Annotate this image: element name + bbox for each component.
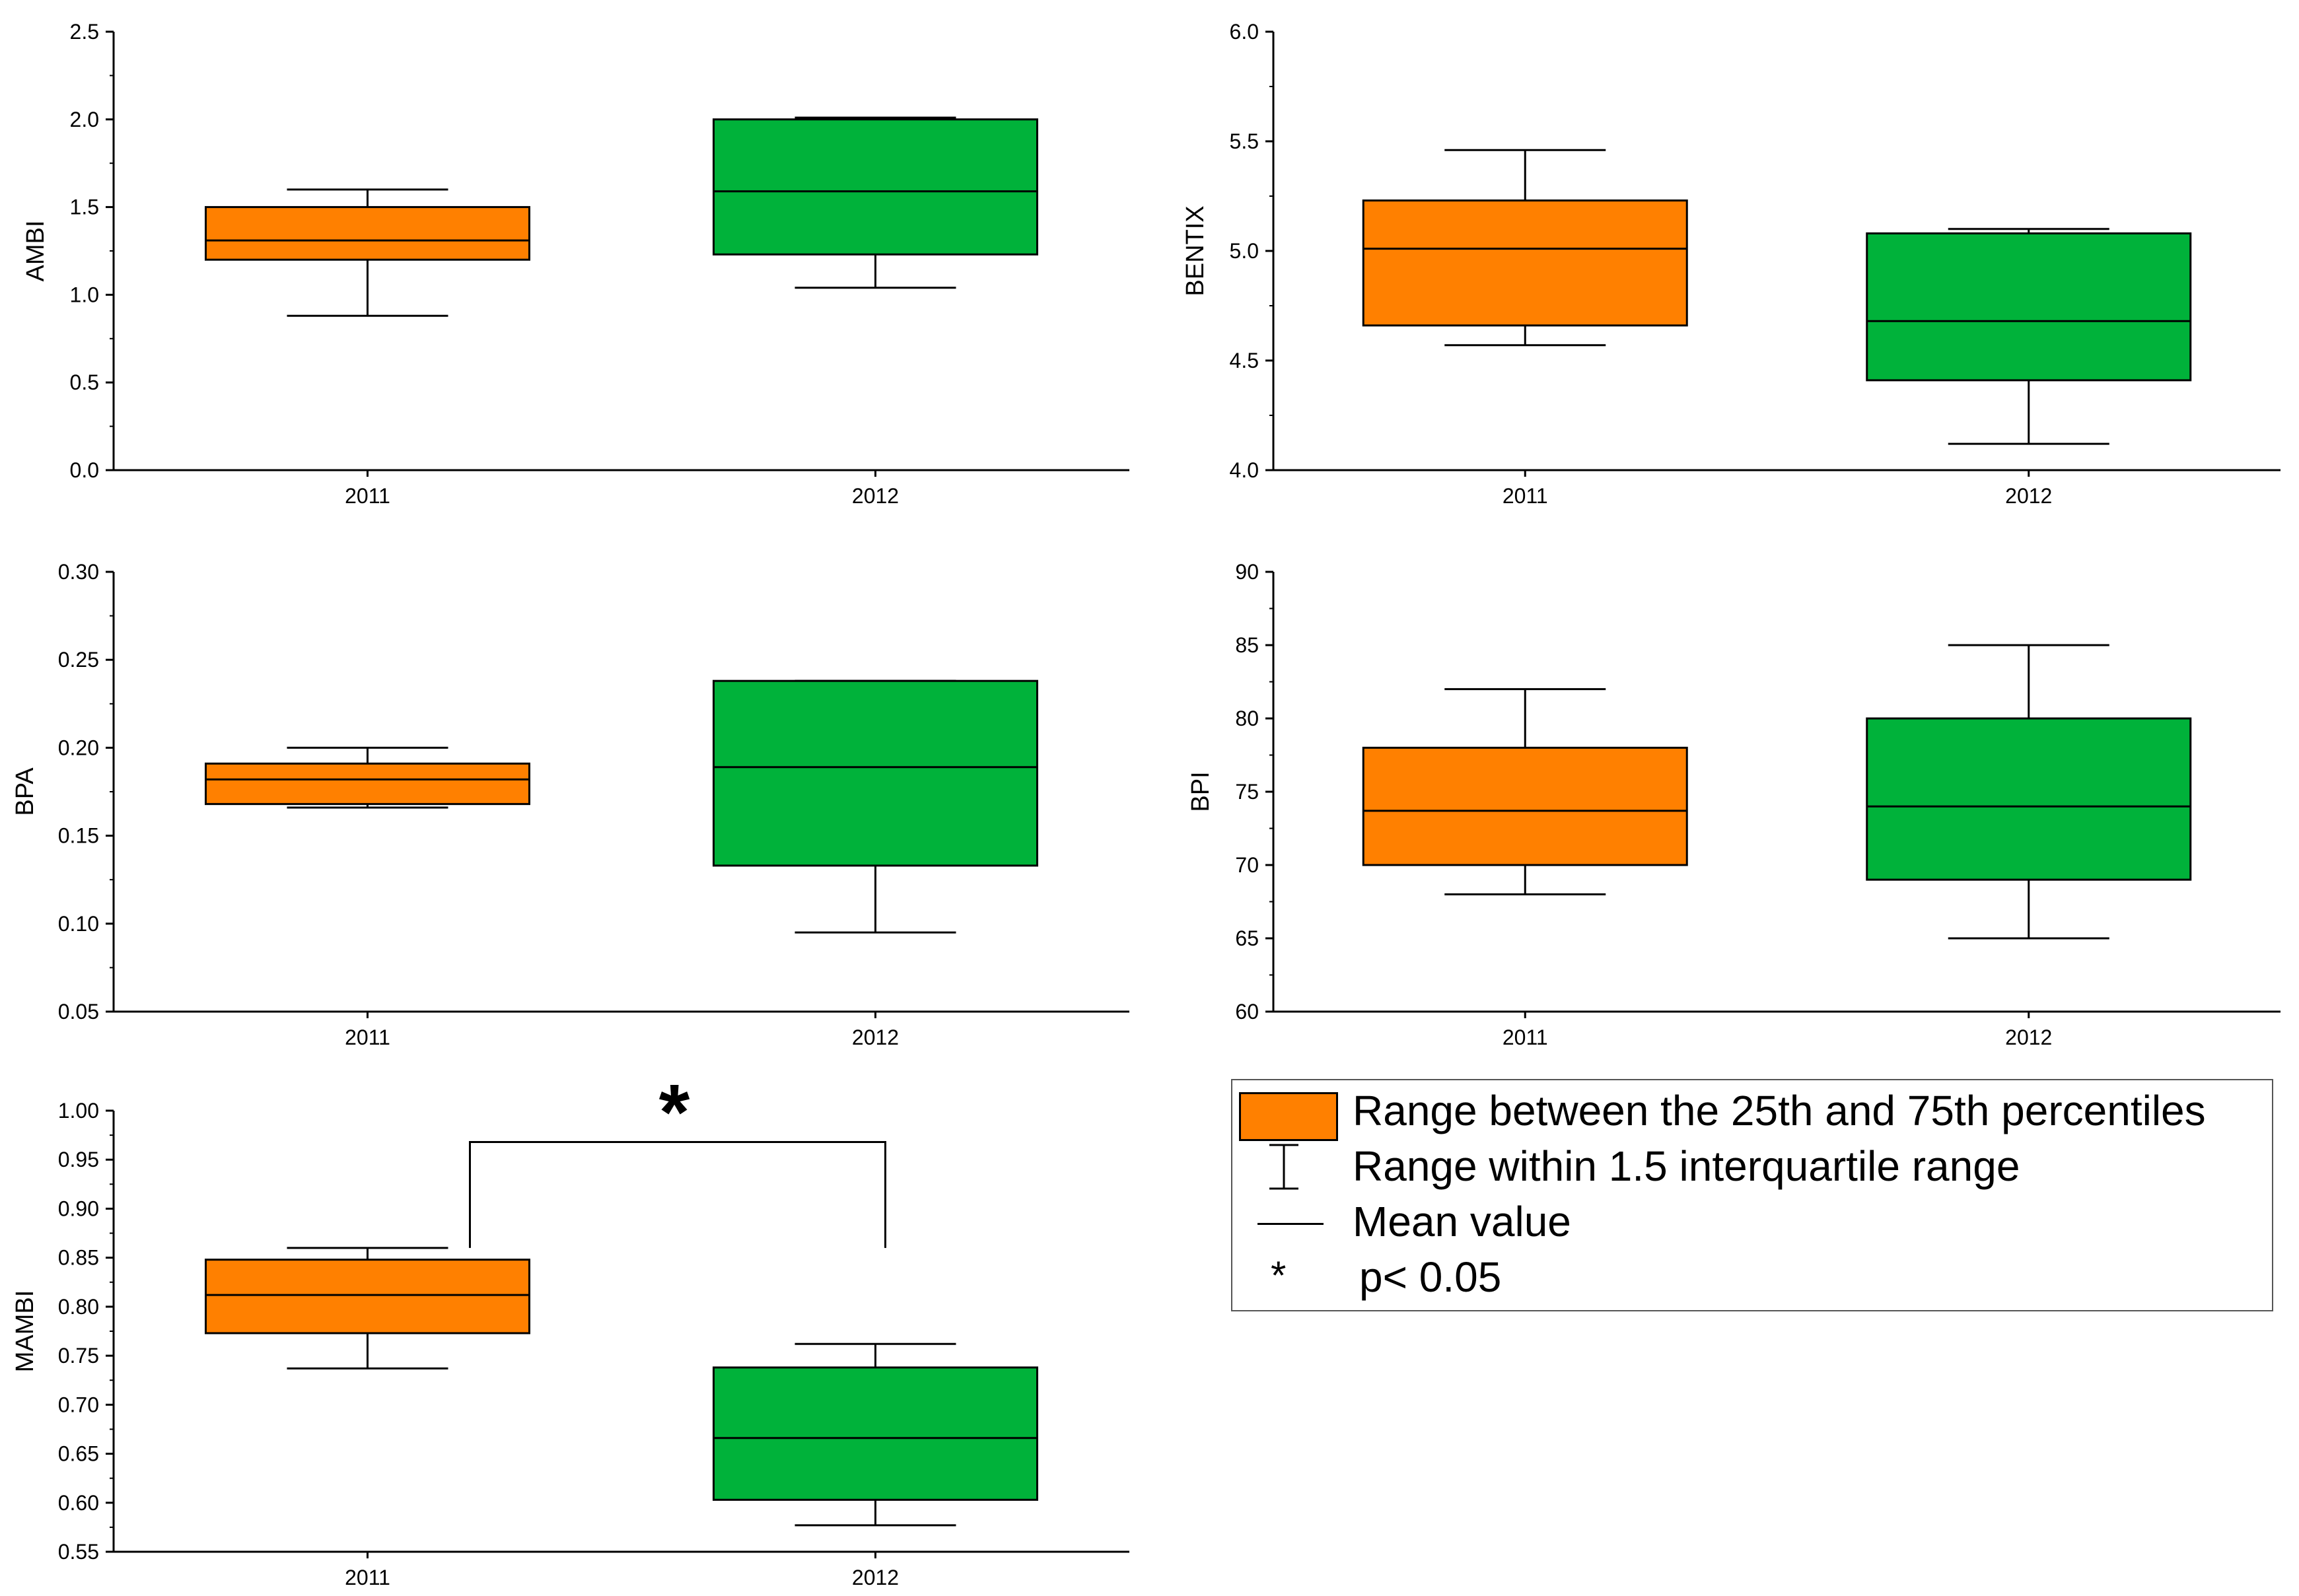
legend-row-whisker: Range within 1.5 interquartile range: [1232, 1138, 2272, 1194]
bpa-xtick-label: 2011: [345, 1025, 390, 1049]
mambi-xtick-label: 2011: [345, 1566, 390, 1589]
ambi-ytick-label: 2.0: [70, 108, 99, 131]
bpi-box-2012: [1866, 644, 2192, 940]
bpa-ytick-label: 0.05: [58, 1000, 99, 1024]
legend-mean-label: Mean value: [1353, 1198, 1571, 1245]
mambi-y-axis-label: MAMBI: [11, 1290, 39, 1373]
ambi-xtick-label: 2012: [852, 484, 899, 508]
iqr-box: [205, 762, 530, 806]
bentix-ytick-label: 6.0: [1230, 20, 1259, 44]
iqr-box: [1362, 199, 1688, 327]
ambi-ytick-label: 1.0: [70, 283, 99, 306]
mambi-ytick-label: 1.00: [58, 1099, 99, 1123]
bpa-ytick-label: 0.10: [58, 912, 99, 936]
chart-mambi: 0.55 0.60 0.65 0.70 0.75 0.80 0.85 0.90 0.95 1.00…: [11, 1068, 1129, 1589]
bpi-ytick-label: 80: [1235, 707, 1259, 730]
iqr-box: [1866, 232, 2192, 382]
iqr-box: [205, 1259, 530, 1335]
chart-ambi: 0.0 0.5 1.0 1.5 2.0 2.5 AMBI 2011 2012: [22, 20, 1129, 508]
bpi-ytick-label: 65: [1235, 926, 1259, 950]
mambi-xtick-label: 2012: [852, 1566, 899, 1589]
ambi-ytick-label: 0.0: [70, 458, 99, 482]
bpa-box-2012: [713, 679, 1038, 934]
bpa-box-2011: [205, 746, 530, 809]
bentix-xtick-label: 2012: [2005, 484, 2052, 508]
chart-bpa: 0.05 0.10 0.15 0.20 0.25 0.30 BPA 2011 2012: [11, 560, 1129, 1049]
mambi-box-2012: [713, 1342, 1038, 1527]
ambi-y-axis-label: AMBI: [22, 221, 50, 282]
legend-star-symbol: *: [1271, 1253, 1287, 1298]
mambi-ytick-label: 0.85: [58, 1246, 99, 1270]
ambi-ytick-label: 2.5: [70, 20, 99, 44]
bpa-ytick-label: 0.15: [58, 824, 99, 848]
bpa-ytick-label: 0.20: [58, 736, 99, 759]
mambi-ytick-label: 0.60: [58, 1491, 99, 1515]
legend-row-mean: Mean value: [1232, 1194, 2272, 1249]
bpi-ytick-label: 90: [1235, 560, 1259, 584]
significance-bracket: [469, 1141, 886, 1248]
mambi-box-2011: [205, 1247, 530, 1370]
bpi-y-axis-label: BPI: [1187, 771, 1215, 812]
bentix-ytick-label: 5.5: [1230, 129, 1259, 153]
mambi-ytick-label: 0.90: [58, 1197, 99, 1220]
mambi-ytick-label: 0.95: [58, 1148, 99, 1171]
legend-row-significance: * p< 0.05: [1232, 1249, 2272, 1305]
mambi-ytick-label: 0.65: [58, 1442, 99, 1466]
legend-whisker-label: Range within 1.5 interquartile range: [1353, 1142, 2020, 1190]
bpa-y-axis-label: BPA: [11, 767, 39, 816]
legend-whisker-icon: [1269, 1144, 1298, 1190]
ambi-box-2012: [713, 116, 1038, 289]
chart-bentix: 4.0 4.5 5.0 5.5 6.0 BENTIX 2011 2012: [1182, 20, 2281, 508]
ambi-ytick-label: 0.5: [70, 370, 99, 394]
iqr-box: [713, 679, 1038, 867]
bpa-ytick-label: 0.25: [58, 648, 99, 672]
mambi-ytick-label: 0.80: [58, 1295, 99, 1319]
bentix-box-2012: [1866, 228, 2192, 445]
bentix-box-2011: [1362, 149, 1688, 347]
significance-star: *: [659, 1068, 690, 1157]
ambi-ytick-label: 1.5: [70, 195, 99, 219]
legend: Range between the 25th and 75th percenti…: [1231, 1079, 2273, 1311]
bentix-ytick-label: 4.0: [1230, 458, 1259, 482]
bpi-ytick-label: 75: [1235, 780, 1259, 804]
bentix-y-axis-label: BENTIX: [1182, 205, 1209, 296]
bpa-ytick-label: 0.30: [58, 560, 99, 584]
bpi-box-2011: [1362, 688, 1688, 895]
legend-star-label: p< 0.05: [1359, 1253, 1502, 1301]
bpa-xtick-label: 2012: [852, 1025, 899, 1049]
ambi-box-2011: [205, 188, 530, 317]
iqr-box: [713, 118, 1038, 256]
bpi-ytick-label: 70: [1235, 853, 1259, 877]
bentix-ytick-label: 5.0: [1230, 239, 1259, 263]
chart-bpi: 60 65 70 75 80 85 90 BPI 2011 2012: [1187, 560, 2281, 1049]
legend-box-label: Range between the 25th and 75th percenti…: [1353, 1087, 2206, 1134]
mambi-ytick-label: 0.70: [58, 1393, 99, 1416]
mambi-ytick-label: 0.55: [58, 1540, 99, 1564]
bpi-xtick-label: 2011: [1503, 1025, 1548, 1049]
iqr-box: [713, 1366, 1038, 1501]
iqr-box: [1362, 746, 1688, 866]
mambi-ytick-label: 0.75: [58, 1344, 99, 1368]
bpi-xtick-label: 2012: [2005, 1025, 2052, 1049]
iqr-box: [1866, 717, 2192, 881]
bentix-xtick-label: 2011: [1503, 484, 1548, 508]
bpi-ytick-label: 60: [1235, 1000, 1259, 1024]
bpi-ytick-label: 85: [1235, 633, 1259, 657]
iqr-box: [205, 206, 530, 261]
bentix-ytick-label: 4.5: [1230, 349, 1259, 372]
legend-mean-line: [1257, 1223, 1324, 1225]
legend-row-box: Range between the 25th and 75th percenti…: [1232, 1083, 2272, 1141]
legend-box-swatch: [1239, 1092, 1338, 1141]
ambi-xtick-label: 2011: [345, 484, 390, 508]
